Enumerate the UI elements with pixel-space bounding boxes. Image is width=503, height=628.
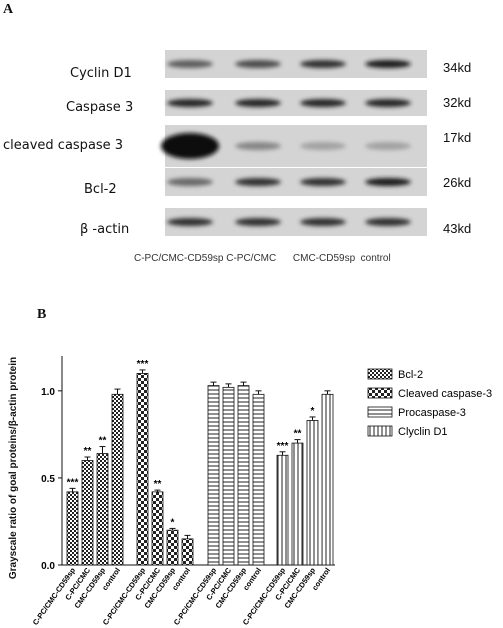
legend-swatch	[367, 425, 393, 437]
legend-label: Procaspase-3	[398, 407, 466, 419]
bar	[136, 373, 149, 566]
blot-band	[365, 142, 411, 150]
bar	[222, 386, 235, 566]
blot-band	[167, 60, 213, 68]
molecular-weight-label: 43kd	[443, 221, 471, 236]
bar	[306, 420, 319, 566]
significance-label: *	[311, 406, 315, 417]
y-tick-label: 1.0	[41, 387, 55, 398]
significance-label: **	[99, 436, 107, 447]
bar	[181, 538, 194, 566]
y-tick-label: 0.0	[41, 561, 55, 572]
bar	[321, 393, 334, 566]
blot-band	[365, 99, 411, 107]
significance-label: **	[154, 479, 162, 490]
blot-band	[365, 178, 411, 186]
blot-band	[235, 60, 281, 68]
blot-band	[167, 178, 213, 186]
legend-swatch	[367, 406, 393, 418]
blot-band	[167, 218, 213, 226]
lane-labels: C-PC/CMC-CD59sp C-PC/CMC CMC-CD59sp cont…	[134, 253, 391, 264]
legend-label: Clyclin D1	[398, 426, 448, 438]
y-axis-label: Grayscale ratio of goal proteins/β-actin…	[8, 357, 19, 579]
blot-band	[300, 142, 346, 150]
significance-label: ***	[67, 477, 79, 488]
y-tick-label: 0.5	[41, 474, 55, 485]
blot-band	[365, 218, 411, 226]
bar	[111, 393, 124, 566]
bar-chart: Grayscale ratio of goal proteins/β-actin…	[8, 356, 492, 627]
bar	[166, 529, 179, 566]
panel-a-letter: A	[3, 2, 14, 17]
molecular-weight-label: 17kd	[443, 130, 471, 145]
molecular-weight-label: 34kd	[443, 60, 471, 75]
legend-label: Cleaved caspase-3	[398, 388, 492, 400]
bar	[252, 393, 265, 566]
bar	[276, 454, 289, 566]
legend-swatch	[367, 387, 393, 399]
blot-band	[235, 178, 281, 186]
blot-band	[235, 218, 281, 226]
significance-label: ***	[137, 359, 149, 370]
blot-band	[365, 60, 411, 68]
blot-row-label: Cyclin D1	[70, 66, 132, 81]
legend-label: Bcl-2	[398, 369, 423, 381]
blot-band	[161, 133, 219, 159]
blot-row-label: Caspase 3	[66, 100, 133, 115]
blot-band	[300, 60, 346, 68]
significance-label: *	[171, 517, 175, 528]
bar	[96, 453, 109, 566]
significance-label: **	[294, 429, 302, 440]
blot-band	[167, 99, 213, 107]
blot-band	[300, 178, 346, 186]
significance-label: ***	[277, 441, 289, 452]
bar	[291, 442, 304, 566]
bar	[207, 385, 220, 566]
blot-band	[300, 218, 346, 226]
bar	[66, 491, 79, 566]
blot-row-label: cleaved caspase 3	[3, 138, 123, 153]
blot-band	[235, 142, 281, 150]
panel-b-letter: B	[37, 307, 47, 322]
blot-row-label: Bcl-2	[84, 182, 117, 197]
molecular-weight-label: 26kd	[443, 175, 471, 190]
blot-row-label: β -actin	[80, 222, 129, 237]
bar	[151, 491, 164, 566]
bar	[81, 460, 94, 566]
western-blot-panel: Cyclin D1 34kd Caspase 3 32kd cleaved caspas…	[3, 50, 471, 264]
blot-band	[235, 99, 281, 107]
legend-swatch	[367, 368, 393, 380]
significance-label: **	[84, 446, 92, 457]
molecular-weight-label: 32kd	[443, 95, 471, 110]
blot-band	[300, 99, 346, 107]
bar	[237, 385, 250, 566]
